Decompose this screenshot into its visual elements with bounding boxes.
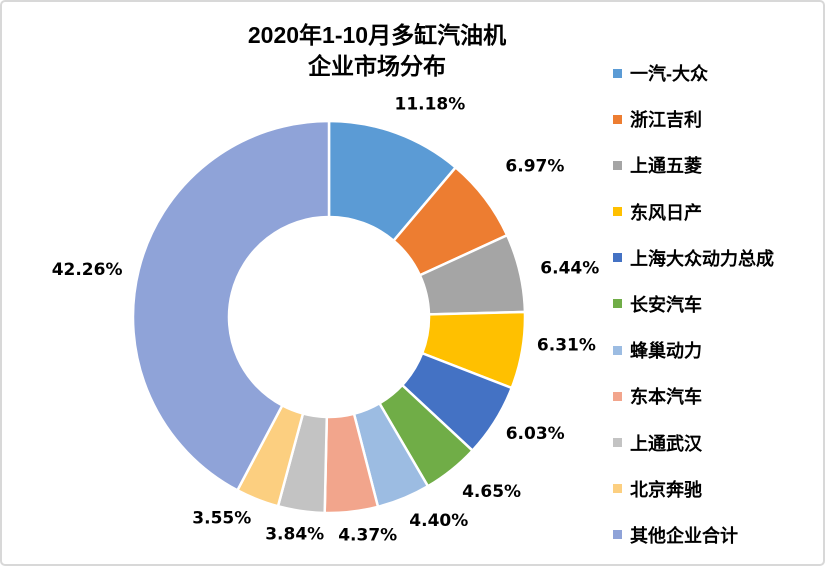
slice-percent-label: 6.31% [537, 335, 596, 355]
legend-item-9: 北京奔驰 [613, 476, 774, 502]
legend-item-5: 长安汽车 [613, 291, 774, 317]
slice-percent-label: 11.18% [394, 95, 465, 115]
legend-swatch [613, 160, 622, 170]
chart-legend: 一汽-大众浙江吉利上通五菱东风日产上海大众动力总成 长安汽车蜂巢动力东本汽车上通武… [613, 60, 774, 548]
legend-swatch [613, 207, 622, 217]
chart-title-line2: 企业市场分布 [308, 53, 446, 79]
legend-swatch [613, 253, 622, 263]
slice-percent-label: 3.55% [192, 509, 251, 529]
slice-percent-label: 6.97% [505, 157, 564, 177]
legend-swatch [613, 438, 622, 447]
legend-item-1: 浙江吉利 [613, 106, 774, 132]
slice-percent-label: 4.65% [462, 482, 521, 502]
legend-swatch [613, 345, 622, 355]
slice-percent-label: 6.03% [506, 424, 565, 444]
legend-item-6: 蜂巢动力 [613, 337, 774, 363]
legend-swatch [613, 530, 622, 540]
legend-item-2: 上通五菱 [613, 152, 774, 178]
legend-item-8: 上通武汉 [613, 430, 774, 456]
chart-title: 2020年1-10月多缸汽油机 企业市场分布 [2, 20, 752, 82]
slice-percent-label: 4.40% [409, 511, 468, 531]
slice-percent-label: 42.26% [52, 260, 123, 280]
legend-swatch [613, 391, 622, 401]
legend-label: 上通五菱 [630, 156, 702, 177]
legend-label: 蜂巢动力 [630, 341, 702, 362]
legend-swatch [613, 114, 622, 124]
legend-item-0: 一汽-大众 [613, 60, 774, 86]
chart-title-line1: 2020年1-10月多缸汽油机 [247, 22, 507, 48]
legend-label: 上通武汉 [630, 433, 702, 454]
legend-item-7: 东本汽车 [613, 383, 774, 409]
legend-label: 东风日产 [630, 202, 702, 223]
legend-swatch [613, 299, 622, 309]
slice-percent-label: 6.44% [540, 258, 599, 278]
legend-label: 北京奔驰 [630, 479, 702, 500]
legend-label: 长安汽车 [630, 294, 702, 315]
legend-swatch [613, 484, 622, 494]
pie-slice-10 [131, 119, 331, 492]
slice-percent-label: 3.84% [265, 525, 324, 545]
legend-item-10: 其他企业合计 [613, 522, 774, 548]
legend-swatch [613, 68, 622, 78]
legend-label: 一汽-大众 [630, 64, 708, 84]
legend-item-4: 上海大众动力总成 [613, 245, 774, 271]
legend-label: 东本汽车 [630, 387, 702, 408]
slice-percent-label: 4.37% [338, 526, 397, 546]
legend-item-3: 东风日产 [613, 199, 774, 225]
legend-label: 上海大众动力总成 [630, 248, 774, 269]
legend-label: 浙江吉利 [630, 110, 702, 131]
legend-label: 其他企业合计 [630, 525, 738, 546]
